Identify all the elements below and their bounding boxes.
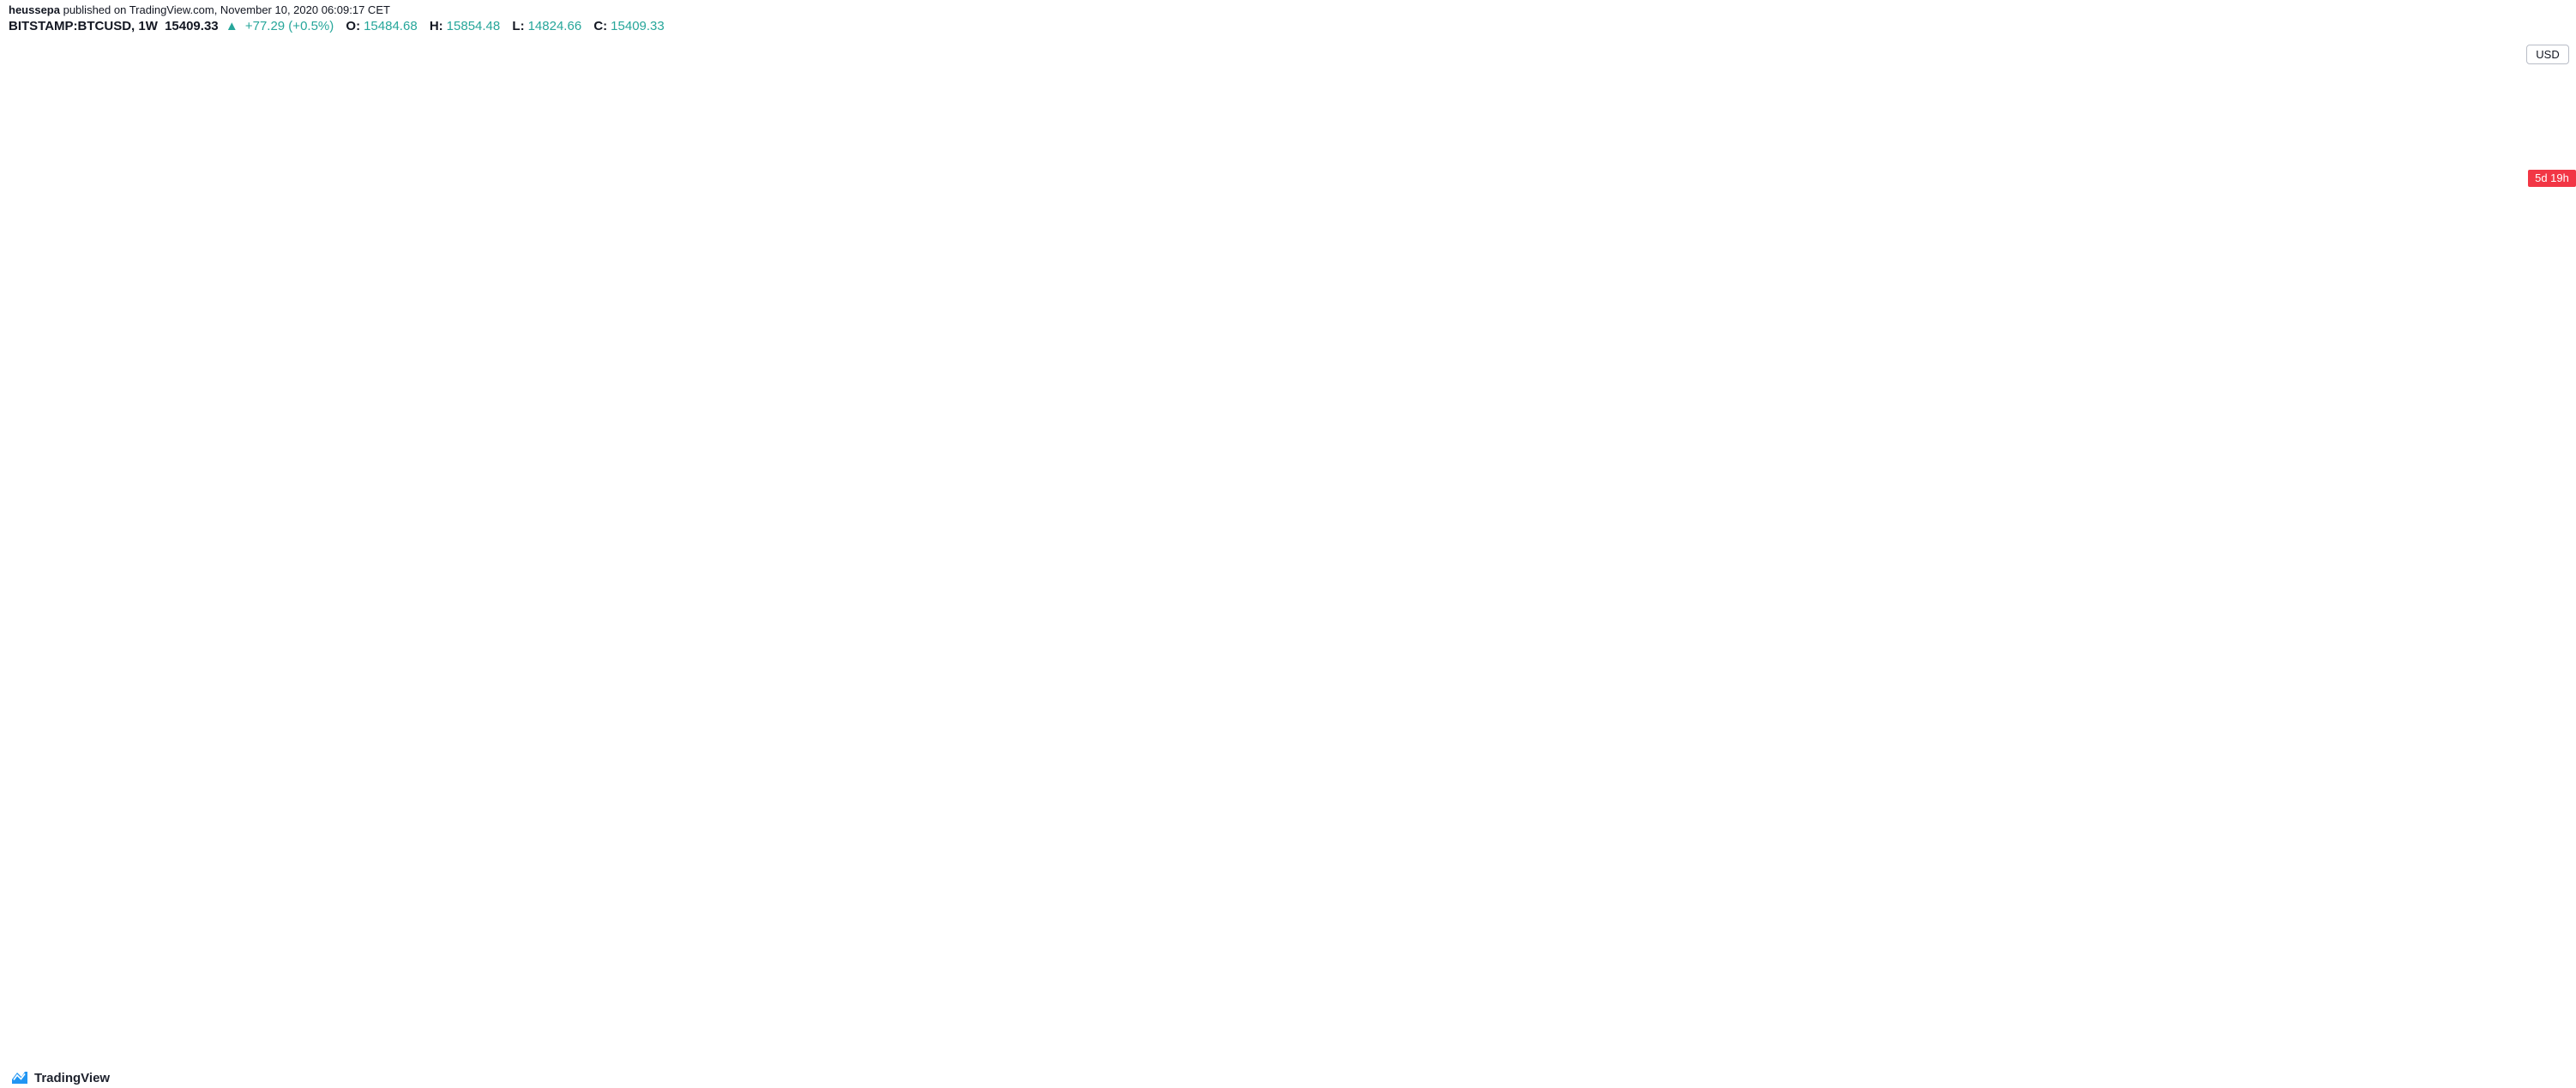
- publisher-line: heussepa published on TradingView.com, N…: [9, 3, 668, 16]
- tradingview-logo-text: TradingView: [34, 1070, 111, 1085]
- price-change: +77.29 (+0.5%): [244, 19, 334, 33]
- publisher-name: heussepa: [9, 3, 60, 16]
- high-value: 15854.48: [446, 19, 501, 33]
- chart-header: heussepa published on TradingView.com, N…: [9, 3, 668, 33]
- high-label: H:: [429, 19, 443, 33]
- open-label: O:: [346, 19, 361, 33]
- low-label: L:: [512, 19, 525, 33]
- close-value: 15409.33: [611, 19, 665, 33]
- change-arrow-icon: ▲: [225, 19, 238, 33]
- published-info: published on TradingView.com, November 1…: [59, 3, 390, 16]
- tradingview-logo-icon: [12, 1072, 27, 1084]
- tradingview-branding[interactable]: TradingView: [10, 1069, 110, 1086]
- low-value: 14824.66: [527, 19, 582, 33]
- close-label: C:: [593, 19, 608, 33]
- last-price-value: 15409.33: [165, 19, 219, 33]
- symbol-title[interactable]: BITSTAMP:BTCUSD, 1W: [9, 19, 158, 33]
- currency-unit-button[interactable]: USD: [2526, 45, 2569, 64]
- symbol-line: BITSTAMP:BTCUSD, 1W 15409.33 ▲ +77.29 (+…: [9, 19, 668, 33]
- open-value: 15484.68: [364, 19, 418, 33]
- bar-countdown-badge: 5d 19h: [2528, 170, 2576, 187]
